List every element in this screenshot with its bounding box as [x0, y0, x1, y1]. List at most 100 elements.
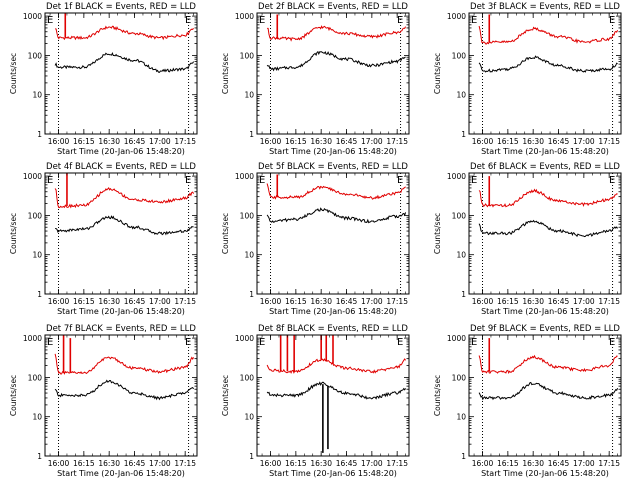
x-tick-label: 16:15: [285, 297, 307, 306]
x-tick-label: 17:00: [149, 297, 171, 306]
x-tick-label: 16:45: [124, 297, 146, 306]
y-tick-label: 100: [28, 211, 43, 220]
x-tick-label: 16:00: [48, 137, 70, 146]
y-axis-label: Counts/sec: [9, 53, 18, 94]
panel-title: Det 3f BLACK = Events, RED = LLD: [470, 2, 620, 12]
x-tick-label: 17:15: [386, 297, 408, 306]
x-tick-label: 16:00: [48, 297, 70, 306]
y-tick-label: 100: [240, 373, 255, 382]
panel-title: Det 4f BLACK = Events, RED = LLD: [46, 162, 196, 172]
plot-frame: [44, 334, 198, 457]
series-events: [54, 379, 195, 401]
y-tick-label: 10: [456, 251, 466, 260]
x-tick-label: 16:30: [310, 137, 332, 146]
x-tick-label: 17:00: [573, 297, 595, 306]
x-tick-label: 16:15: [73, 137, 95, 146]
x-tick-label: 16:45: [548, 459, 570, 468]
panel-title: Det 5f BLACK = Events, RED = LLD: [258, 162, 408, 172]
x-tick-label: 16:15: [285, 137, 307, 146]
plot-frame: [468, 12, 622, 135]
plot-frame: [44, 12, 198, 135]
y-tick-label: 1000: [447, 334, 466, 343]
y-tick-label: 10: [244, 251, 254, 260]
x-tick-label: 17:00: [361, 297, 383, 306]
x-tick-label: 16:00: [260, 297, 282, 306]
y-axis-label: Counts/sec: [433, 375, 442, 416]
x-axis-label: Start Time (20-Jan-06 15:48:20): [57, 469, 185, 478]
y-axis-label: Counts/sec: [433, 53, 442, 94]
y-tick-label: 1000: [447, 12, 466, 21]
x-tick-label: 17:00: [573, 137, 595, 146]
y-tick-label: 1000: [23, 12, 42, 21]
series-lld: [55, 25, 194, 41]
y-tick-label: 10: [32, 251, 42, 260]
x-tick-label: 16:00: [472, 459, 494, 468]
y-tick-label: 100: [28, 373, 43, 382]
x-tick-label: 16:45: [124, 137, 146, 146]
x-tick-label: 16:00: [472, 137, 494, 146]
panel-title: Det 1f BLACK = Events, RED = LLD: [46, 2, 196, 12]
plot-frame: [468, 334, 622, 457]
y-tick-label: 10: [32, 91, 42, 100]
x-axis-label: Start Time (20-Jan-06 15:48:20): [481, 469, 609, 478]
panel-2: Det 2f BLACK = Events, RED = LLD 1 10 100 10…: [221, 2, 410, 156]
x-tick-label: 16:45: [336, 297, 358, 306]
y-tick-label: 10: [244, 91, 254, 100]
y-axis-label: Counts/sec: [433, 213, 442, 254]
x-tick-label: 16:30: [522, 459, 544, 468]
series-lld: [478, 354, 618, 374]
x-tick-label: 16:00: [48, 459, 70, 468]
corner-mark-right: E: [397, 337, 403, 348]
y-tick-label: 100: [452, 373, 467, 382]
x-axis-label: Start Time (20-Jan-06 15:48:20): [481, 307, 609, 316]
series-events: [478, 55, 618, 73]
corner-mark-left: E: [471, 337, 477, 348]
y-tick-label: 1000: [447, 172, 466, 181]
y-axis-label: Counts/sec: [9, 375, 18, 416]
series-events: [478, 219, 619, 238]
x-axis-label: Start Time (20-Jan-06 15:48:20): [57, 147, 185, 156]
x-axis-label: Start Time (20-Jan-06 15:48:20): [269, 469, 397, 478]
series-lld: [266, 183, 406, 200]
y-tick-label: 1: [249, 452, 254, 461]
x-tick-label: 16:45: [548, 137, 570, 146]
x-tick-label: 17:00: [573, 459, 595, 468]
x-tick-label: 17:15: [386, 137, 408, 146]
y-tick-label: 1: [37, 130, 42, 139]
x-tick-label: 17:15: [174, 137, 196, 146]
x-tick-label: 16:45: [336, 137, 358, 146]
x-tick-label: 16:00: [260, 137, 282, 146]
x-axis-label: Start Time (20-Jan-06 15:48:20): [269, 307, 397, 316]
panel-5: Det 5f BLACK = Events, RED = LLD 1 10 100 10…: [221, 162, 410, 316]
series-events: [54, 51, 195, 73]
corner-mark-left: E: [259, 337, 265, 348]
x-tick-label: 17:00: [149, 137, 171, 146]
y-tick-label: 100: [452, 51, 467, 60]
x-tick-label: 16:15: [73, 459, 95, 468]
y-tick-label: 1000: [235, 12, 254, 21]
panel-title: Det 2f BLACK = Events, RED = LLD: [258, 2, 408, 12]
corner-mark-left: E: [471, 15, 477, 26]
x-tick-label: 17:15: [174, 297, 196, 306]
panel-3: Det 3f BLACK = Events, RED = LLD 1 10 100 10…: [433, 2, 622, 156]
y-tick-label: 1: [461, 452, 466, 461]
x-tick-label: 16:30: [98, 459, 120, 468]
x-tick-label: 17:00: [361, 459, 383, 468]
x-tick-label: 16:30: [522, 137, 544, 146]
y-tick-label: 1: [461, 130, 466, 139]
x-tick-label: 16:45: [124, 459, 146, 468]
series-lld: [478, 188, 618, 208]
series-lld: [54, 187, 195, 209]
panel-8: Det 8f BLACK = Events, RED = LLD 1 10 100 10…: [221, 324, 410, 478]
corner-mark-right: E: [185, 175, 191, 186]
y-axis-label: Counts/sec: [221, 375, 230, 416]
x-tick-label: 17:15: [174, 459, 196, 468]
x-tick-label: 16:30: [310, 297, 332, 306]
x-tick-label: 16:45: [336, 459, 358, 468]
x-tick-label: 16:15: [73, 297, 95, 306]
x-tick-label: 17:15: [598, 137, 620, 146]
series-events: [266, 207, 407, 224]
corner-mark-right: E: [185, 337, 191, 348]
corner-mark-left: E: [47, 337, 53, 348]
panel-6: Det 6f BLACK = Events, RED = LLD 1 10 100 10…: [433, 162, 622, 316]
